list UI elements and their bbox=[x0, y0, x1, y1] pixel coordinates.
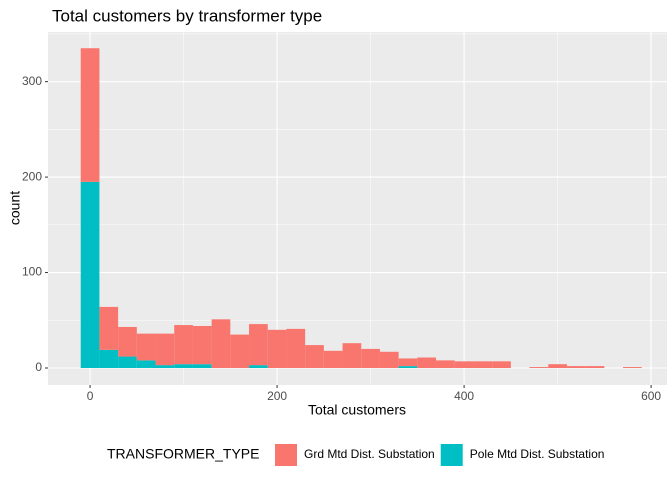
bar bbox=[136, 333, 156, 361]
bar bbox=[174, 325, 193, 365]
legend-title: TRANSFORMER_TYPE bbox=[107, 446, 259, 462]
x-tick-label: 0 bbox=[87, 389, 94, 403]
bar bbox=[192, 326, 212, 365]
bar bbox=[361, 348, 380, 369]
bar bbox=[80, 181, 100, 369]
panel bbox=[48, 32, 667, 385]
bar bbox=[398, 366, 418, 369]
legend-key bbox=[440, 444, 463, 466]
chart-title: Total customers by transformer type bbox=[52, 6, 322, 25]
bar bbox=[136, 360, 156, 369]
bar bbox=[249, 365, 268, 369]
bar bbox=[267, 329, 287, 369]
bar bbox=[118, 326, 137, 357]
bar bbox=[249, 324, 268, 366]
y-tick-label: 300 bbox=[22, 74, 42, 88]
bar bbox=[155, 333, 175, 366]
bar bbox=[566, 366, 586, 369]
bar bbox=[548, 364, 567, 369]
y-tick-label: 200 bbox=[22, 169, 42, 183]
x-axis-label: Total customers bbox=[308, 402, 406, 418]
y-tick-label: 0 bbox=[35, 360, 42, 374]
x-tick-label: 600 bbox=[641, 389, 661, 403]
y-tick-label: 100 bbox=[22, 265, 42, 279]
bar bbox=[492, 361, 511, 369]
bar bbox=[417, 357, 437, 369]
legend-label: Grd Mtd Dist. Substation bbox=[304, 447, 435, 461]
bar bbox=[323, 350, 343, 369]
legend-label: Pole Mtd Dist. Substation bbox=[470, 447, 605, 461]
x-tick-label: 400 bbox=[454, 389, 474, 403]
bar bbox=[99, 306, 119, 350]
x-tick-label: 200 bbox=[267, 389, 287, 403]
bar bbox=[118, 356, 137, 369]
bar bbox=[192, 364, 212, 369]
bar bbox=[398, 358, 418, 367]
bar bbox=[174, 364, 193, 369]
bar bbox=[529, 367, 549, 369]
legend-key bbox=[275, 444, 297, 466]
bar bbox=[211, 319, 231, 369]
bar bbox=[436, 360, 455, 369]
bar bbox=[99, 349, 119, 369]
bar bbox=[230, 334, 250, 369]
bar bbox=[585, 366, 605, 369]
bar bbox=[623, 367, 642, 369]
bar bbox=[286, 328, 306, 369]
bar bbox=[305, 345, 324, 369]
bar bbox=[454, 361, 474, 369]
bar bbox=[342, 343, 362, 369]
bar bbox=[155, 365, 175, 369]
y-axis-label: count bbox=[7, 191, 23, 225]
bar bbox=[80, 48, 100, 182]
bar bbox=[379, 351, 399, 369]
bar bbox=[473, 361, 493, 369]
